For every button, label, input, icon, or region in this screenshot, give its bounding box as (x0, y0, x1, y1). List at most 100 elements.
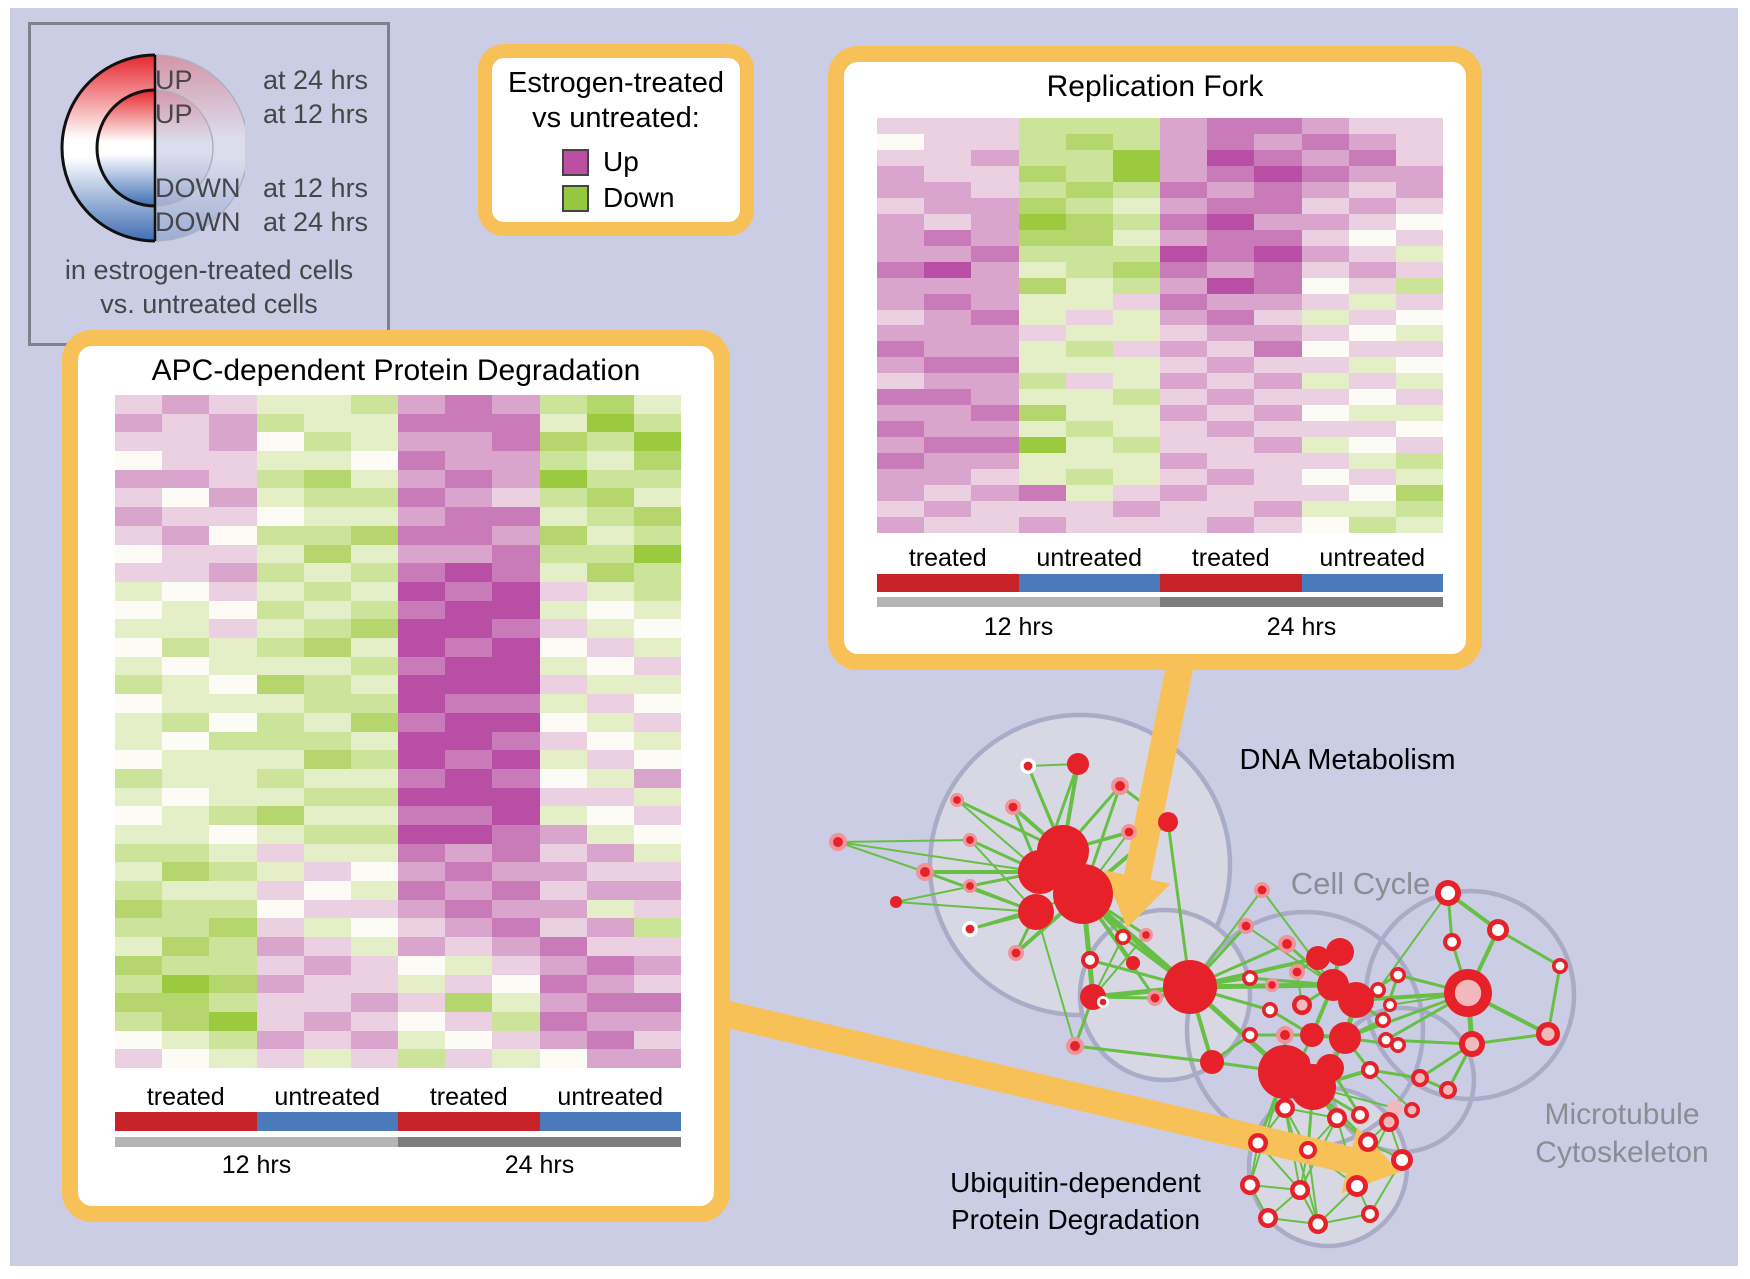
heatmap-cell (971, 437, 1019, 454)
heatmap-cell (398, 488, 446, 508)
heatmap-cell (1112, 181, 1160, 198)
heatmap-cell (539, 1030, 587, 1050)
heatmap-cell (586, 544, 634, 564)
heatmap-cell (633, 974, 681, 994)
heatmap-cell (209, 955, 257, 975)
network-node (1393, 1040, 1403, 1050)
heatmap-cell (1301, 261, 1349, 278)
heatmap-cell (1018, 133, 1066, 150)
heatmap-cell (1160, 149, 1208, 166)
heatmap-cell (209, 974, 257, 994)
heatmap-cell (1018, 181, 1066, 198)
network-node (1279, 1102, 1291, 1114)
heatmap-cell (256, 712, 304, 732)
heatmap-cell (256, 768, 304, 788)
heatmap-cell (303, 581, 351, 601)
heatmap-cell (445, 899, 493, 919)
heatmap-cell (492, 525, 540, 545)
heatmap-cell (1395, 293, 1443, 310)
cell-cycle-label: Cell Cycle (1290, 866, 1431, 901)
heatmap-cell (1395, 325, 1443, 342)
heatmap-cell (1160, 469, 1208, 486)
heatmap-cell (1301, 229, 1349, 246)
heatmap-cell (445, 824, 493, 844)
heatmap-cell (924, 405, 972, 422)
heatmap-cell (256, 862, 304, 882)
heatmap-cell (445, 656, 493, 676)
heatmap-cell (350, 881, 398, 900)
heatmap-cell (1207, 405, 1255, 422)
network-edge (1369, 1069, 1413, 1111)
scale-time-label: at 24 hrs (263, 65, 369, 95)
heatmap-cell (350, 918, 398, 938)
network-node (966, 836, 974, 844)
heatmap-cell (209, 899, 257, 919)
heatmap-cell (492, 507, 540, 526)
heatmap-cell (877, 118, 925, 134)
legend-title-line1: Estrogen-treated (507, 67, 724, 99)
heatmap-cell (633, 395, 681, 414)
heatmap-cell (256, 656, 304, 676)
heatmap-cell (1112, 165, 1160, 182)
network-node (1447, 937, 1457, 947)
untreated-bar (1301, 574, 1443, 592)
heatmap-cell (877, 517, 925, 533)
heatmap-cell (256, 395, 304, 414)
heatmap-cell (115, 432, 163, 452)
heatmap-cell (162, 955, 210, 975)
heatmap-cell (115, 731, 163, 751)
condition-label: treated (146, 1083, 225, 1111)
heatmap-cell (1207, 517, 1255, 533)
heatmap-cell (209, 787, 257, 807)
heatmap-cell (1112, 229, 1160, 246)
heatmap-cell (115, 563, 163, 582)
network-node (1018, 894, 1054, 930)
heatmap-cell (1065, 341, 1113, 358)
heatmap-cell (209, 638, 257, 657)
heatmap-cell (1395, 517, 1443, 533)
heatmap-cell (539, 881, 587, 900)
heatmap-cell (1112, 197, 1160, 214)
heatmap-cell (1018, 118, 1066, 134)
heatmap-cell (303, 1011, 351, 1031)
heatmap-cell (539, 451, 587, 470)
heatmap-cell (256, 787, 304, 807)
heatmap-cell (877, 309, 925, 326)
heatmap-cell (633, 750, 681, 769)
heatmap-cell (162, 395, 210, 414)
heatmap-cell (1018, 389, 1066, 406)
heatmap-cell (398, 862, 446, 882)
heatmap-cell (445, 993, 493, 1012)
heatmap-cell (1395, 261, 1443, 278)
heatmap-cell (971, 373, 1019, 390)
heatmap-cell (303, 694, 351, 713)
network-node (1415, 1073, 1425, 1083)
rf-time-bars (877, 597, 1443, 607)
heatmap-cell (256, 694, 304, 713)
heatmap-cell (1301, 453, 1349, 470)
network-node (1350, 1179, 1364, 1193)
heatmap-cell (445, 432, 493, 452)
heatmap-cell (398, 432, 446, 452)
heatmap-cell (492, 918, 540, 938)
heatmap-cell (1207, 309, 1255, 326)
heatmap-cell (971, 213, 1019, 230)
heatmap-cell (303, 806, 351, 825)
heatmap-cell (492, 395, 540, 414)
heatmap-cell (1160, 517, 1208, 533)
heatmap-cell (256, 544, 304, 564)
heatmap-cell (350, 806, 398, 825)
heatmap-cell (539, 731, 587, 751)
network-node (1011, 948, 1021, 958)
heatmap-cell (633, 638, 681, 657)
heatmap-cell (1112, 421, 1160, 438)
heatmap-cell (586, 563, 634, 582)
heatmap-cell (1395, 501, 1443, 518)
heatmap-cell (303, 525, 351, 545)
heatmap-cell (1348, 245, 1396, 262)
heatmap-cell (115, 1049, 163, 1068)
heatmap-cell (492, 974, 540, 994)
heatmap-cell (350, 899, 398, 919)
heatmap-cell (924, 309, 972, 326)
heatmap-cell (445, 1049, 493, 1068)
